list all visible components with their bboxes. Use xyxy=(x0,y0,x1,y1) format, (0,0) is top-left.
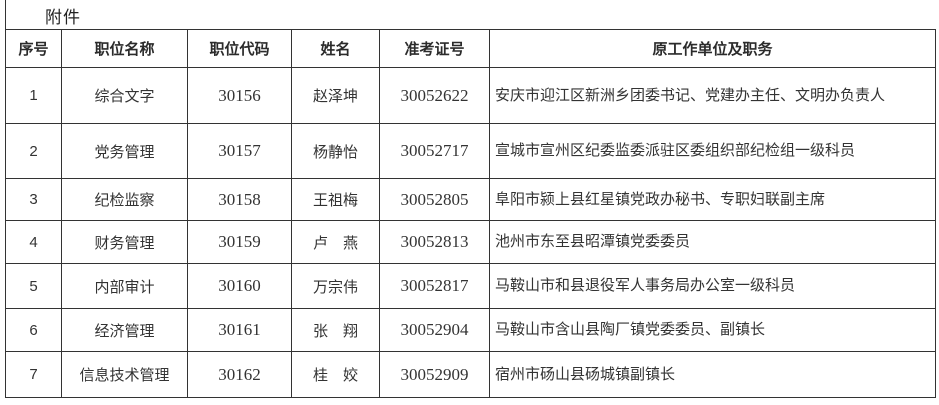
cell-ticket: 30052717 xyxy=(379,123,490,179)
cell-index: 1 xyxy=(5,67,62,124)
cell-position: 综合文字 xyxy=(61,67,188,124)
cell-ticket: 30052817 xyxy=(379,263,490,309)
header-cell-position: 职位名称 xyxy=(61,29,188,68)
cell-ticket: 30052909 xyxy=(379,351,490,398)
cell-position: 信息技术管理 xyxy=(61,351,188,398)
candidates-table: 序号 职位名称 职位代码 姓名 准考证号 原工作单位及职务 1 综合文字 30156 赵泽坤 30… xyxy=(5,29,936,398)
cell-name: 赵泽坤 xyxy=(291,67,380,124)
cell-name: 张 翔 xyxy=(291,308,380,352)
cell-name: 杨静怡 xyxy=(291,123,380,179)
cell-unit: 马鞍山市含山县陶厂镇党委委员、副镇长 xyxy=(489,308,936,352)
cell-position: 纪检监察 xyxy=(61,178,188,221)
cell-ticket: 30052904 xyxy=(379,308,490,352)
cell-ticket: 30052622 xyxy=(379,67,490,124)
cell-index: 2 xyxy=(5,123,62,179)
cell-code: 30161 xyxy=(187,308,292,352)
cell-ticket: 30052813 xyxy=(379,220,490,264)
cell-index: 5 xyxy=(5,263,62,309)
cell-index: 3 xyxy=(5,178,62,221)
cell-position: 党务管理 xyxy=(61,123,188,179)
header-row: 序号 职位名称 职位代码 姓名 准考证号 原工作单位及职务 xyxy=(5,29,936,68)
table-body: 1 综合文字 30156 赵泽坤 30052622 安庆市迎江区新洲乡团委书记、党建办主任… xyxy=(5,67,936,398)
table-row: 6 经济管理 30161 张 翔 30052904 马鞍山市含山县陶厂镇党委委员、副镇长 xyxy=(5,308,936,352)
table-row: 1 综合文字 30156 赵泽坤 30052622 安庆市迎江区新洲乡团委书记、党建办主任… xyxy=(5,67,936,124)
cell-name: 卢 燕 xyxy=(291,220,380,264)
header-cell-code: 职位代码 xyxy=(187,29,292,68)
cell-index: 4 xyxy=(5,220,62,264)
cell-position: 财务管理 xyxy=(61,220,188,264)
cell-index: 6 xyxy=(5,308,62,352)
cell-position: 内部审计 xyxy=(61,263,188,309)
cell-index: 7 xyxy=(5,351,62,398)
header-cell-name: 姓名 xyxy=(291,29,380,68)
cell-unit: 马鞍山市和县退役军人事务局办公室一级科员 xyxy=(489,263,936,309)
table-row: 5 内部审计 30160 万宗伟 30052817 马鞍山市和县退役军人事务局办公室一级科… xyxy=(5,263,936,309)
cell-code: 30160 xyxy=(187,263,292,309)
cell-ticket: 30052805 xyxy=(379,178,490,221)
cell-code: 30157 xyxy=(187,123,292,179)
cell-code: 30162 xyxy=(187,351,292,398)
cell-unit: 池州市东至县昭潭镇党委委员 xyxy=(489,220,936,264)
table-row: 2 党务管理 30157 杨静怡 30052717 宣城市宣州区纪委监委派驻区委组织部纪检… xyxy=(5,123,936,179)
cell-code: 30159 xyxy=(187,220,292,264)
cell-name: 王祖梅 xyxy=(291,178,380,221)
table-row: 7 信息技术管理 30162 桂 姣 30052909 宿州市砀山县砀城镇副镇长 xyxy=(5,351,936,398)
cell-code: 30158 xyxy=(187,178,292,221)
cell-unit: 宣城市宣州区纪委监委派驻区委组织部纪检组一级科员 xyxy=(489,123,936,179)
header-cell-unit: 原工作单位及职务 xyxy=(489,29,936,68)
cell-name: 桂 姣 xyxy=(291,351,380,398)
cell-unit: 阜阳市颍上县红星镇党政办秘书、专职妇联副主席 xyxy=(489,178,936,221)
cell-code: 30156 xyxy=(187,67,292,124)
header-cell-index: 序号 xyxy=(5,29,62,68)
attachment-title: 附件 xyxy=(45,8,81,27)
table-row: 3 纪检监察 30158 王祖梅 30052805 阜阳市颍上县红星镇党政办秘书、专职妇联… xyxy=(5,178,936,221)
cell-unit: 宿州市砀山县砀城镇副镇长 xyxy=(489,351,936,398)
cell-name: 万宗伟 xyxy=(291,263,380,309)
cell-unit: 安庆市迎江区新洲乡团委书记、党建办主任、文明办负责人 xyxy=(489,67,936,124)
table-row: 4 财务管理 30159 卢 燕 30052813 池州市东至县昭潭镇党委委员 xyxy=(5,220,936,264)
header-cell-ticket: 准考证号 xyxy=(379,29,490,68)
cell-position: 经济管理 xyxy=(61,308,188,352)
caption-band: 附件 xyxy=(5,0,935,29)
